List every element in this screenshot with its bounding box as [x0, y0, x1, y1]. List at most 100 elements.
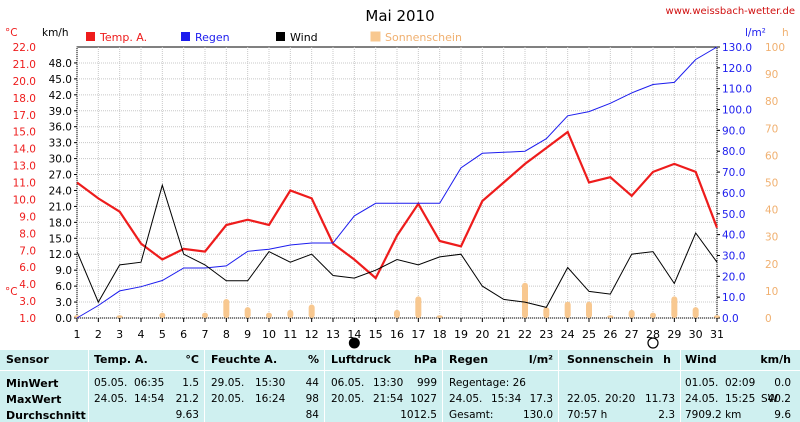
x-tick-label: 22	[518, 328, 532, 341]
humidity-min-date: 29.05.	[211, 377, 245, 389]
sun-bar	[266, 312, 272, 318]
temp-tick-label: 11.0	[13, 178, 36, 190]
maxwert-label: MaxWert	[6, 393, 62, 406]
sun-tick-label: 80	[765, 96, 778, 108]
humidity-max-date: 20.05.	[211, 393, 245, 405]
wind-tick-label: 24.0	[49, 185, 72, 197]
sun-max-date: 22.05.	[567, 393, 601, 405]
temp-tick-label: 15.0	[13, 127, 36, 139]
x-tick-label: 27	[625, 328, 639, 341]
x-tick-label: 13	[326, 328, 340, 341]
sun-bar	[202, 312, 208, 318]
chart-title: Mai 2010	[365, 7, 434, 25]
sun-bar	[671, 296, 678, 318]
x-tick-label: 31	[710, 328, 724, 341]
stats-col-sun: Sonnenschein h 22.05. 20:20 11.73 70:57 …	[558, 350, 681, 422]
wind-tick-label: 12.0	[49, 249, 72, 261]
x-tick-label: 1	[74, 328, 81, 341]
unit-temp-bottom: °C	[5, 286, 18, 298]
x-tick-label: 26	[603, 328, 617, 341]
sun-bar	[522, 282, 528, 318]
x-tick-label: 8	[223, 328, 230, 341]
wind-tick-label: 33.0	[49, 138, 72, 150]
rain-tick-label: 80.0	[722, 146, 745, 158]
rain-max-value: 17.3	[529, 393, 553, 405]
x-tick-label: 29	[667, 328, 681, 341]
sun-bar	[436, 315, 443, 318]
x-tick-label: 16	[390, 328, 404, 341]
wind-header: Wind	[685, 353, 717, 366]
series-line-regen	[76, 46, 718, 319]
legend-label: Temp. A.	[99, 31, 147, 44]
sun-max-time: 20:20	[605, 393, 636, 405]
temp-max-time: 14:54	[134, 393, 165, 405]
rain-header: Regen	[449, 353, 489, 366]
sun-tick-label: 90	[765, 69, 778, 81]
wind-tick-label: 39.0	[49, 106, 72, 118]
rain-tick-label: 60.0	[722, 188, 745, 200]
wind-tick-label: 48.0	[49, 58, 72, 70]
stats-col-pressure: Luftdruck hPa 06.05. 13:30 999 20.05. 21…	[324, 350, 443, 422]
x-tick-label: 28	[646, 328, 660, 341]
statistics-table: Sensor MinWert MaxWert Durchschnitt Temp…	[0, 350, 800, 422]
sun-header: Sonnenschein	[567, 353, 654, 366]
sun-tick-label: 60	[765, 150, 778, 162]
temp-avg-value: 9.63	[175, 409, 199, 421]
temp-tick-label: 20.0	[13, 76, 36, 88]
stats-col-temp: Temp. A. °C 05.05. 06:35 1.5 24.05. 14:5…	[88, 350, 205, 422]
rain-total-label: Gesamt:	[449, 409, 494, 421]
rain-tick-label: 120.0	[722, 63, 752, 75]
sun-tick-label: 20	[765, 259, 778, 271]
temp-tick-label: 3.0	[19, 296, 36, 308]
x-tick-label: 2	[95, 328, 102, 341]
x-tick-label: 24	[561, 328, 575, 341]
x-tick-label: 6	[180, 328, 187, 341]
rain-tick-label: 10.0	[722, 292, 745, 304]
sun-bar	[394, 309, 400, 318]
temp-header: Temp. A.	[94, 353, 148, 366]
legend-swatch	[276, 32, 285, 41]
temp-tick-label: 22.0	[13, 42, 36, 54]
temp-tick-label: 6.0	[19, 262, 36, 274]
humidity-avg-value: 84	[305, 409, 319, 421]
wind-tick-label: 21.0	[49, 201, 72, 213]
sun-bar	[628, 309, 635, 318]
humidity-min-time: 15:30	[255, 377, 286, 389]
wind-tick-label: 30.0	[49, 154, 72, 166]
rain-tick-label: 100.0	[722, 105, 752, 117]
series-line-wind	[76, 183, 718, 308]
sun-bar	[714, 315, 720, 318]
pressure-max-date: 20.05.	[331, 393, 365, 405]
rain-max-date: 24.05.	[449, 393, 483, 405]
wind-tick-label: 45.0	[49, 74, 72, 86]
sun-bar	[692, 307, 699, 318]
weather-chart: 0.03.06.09.012.015.018.021.024.027.030.0…	[5, 6, 795, 349]
pressure-max-time: 21:54	[373, 393, 404, 405]
wind-min-time: 02:09	[725, 377, 756, 389]
x-tick-label: 18	[433, 328, 447, 341]
sun-bar	[116, 315, 123, 318]
sun-bar	[244, 307, 251, 318]
wind-min-date: 01.05.	[685, 377, 719, 389]
rain-tick-label: 110.0	[722, 84, 752, 96]
temp-tick-label: 21.0	[13, 59, 36, 71]
humidity-min-value: 44	[305, 377, 319, 389]
x-tick-label: 23	[539, 328, 553, 341]
temp-tick-label: 18.0	[13, 93, 36, 105]
sun-bar	[308, 304, 315, 318]
website-link[interactable]: www.weissbach-wetter.de	[666, 6, 795, 17]
minwert-label: MinWert	[6, 377, 59, 390]
wind-tick-label: 3.0	[55, 297, 72, 309]
sun-bar	[586, 301, 592, 318]
wind-max-dir: SW	[761, 393, 779, 405]
pressure-max-value: 1027	[410, 393, 437, 405]
wind-tick-label: 15.0	[49, 233, 72, 245]
sun-bar	[607, 315, 614, 318]
stats-col-sensor: Sensor MinWert MaxWert Durchschnitt	[0, 350, 88, 422]
sensor-header: Sensor	[6, 353, 49, 366]
rain-tick-label: 130.0	[722, 42, 752, 54]
legend-swatch	[86, 32, 95, 41]
rain-tick-label: 90.0	[722, 125, 745, 137]
legend-label: Wind	[290, 31, 318, 44]
legend-swatch	[370, 31, 381, 42]
